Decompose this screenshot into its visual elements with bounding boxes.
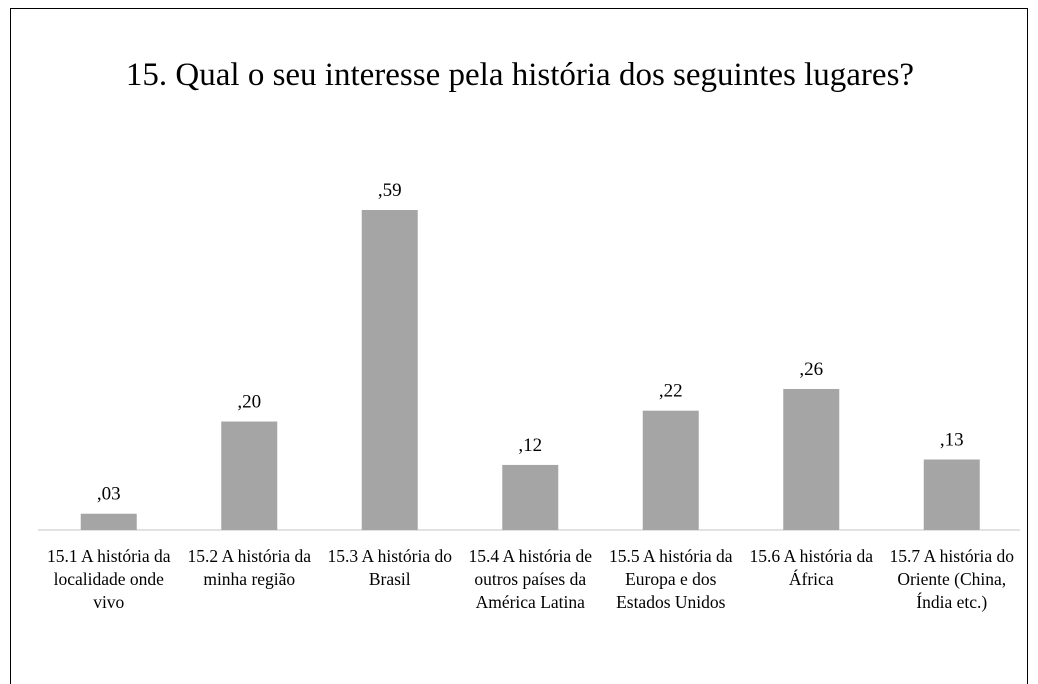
x-tick-label: 15.6 A história da África: [749, 546, 873, 589]
bar: [80, 513, 137, 530]
data-label: ,12: [518, 435, 542, 456]
data-label: ,13: [940, 429, 964, 450]
data-label: ,26: [799, 359, 823, 380]
bar: [361, 210, 418, 530]
data-label: ,59: [378, 180, 402, 201]
x-tick-label: 15.4 A história de outros países da Amér…: [468, 546, 592, 612]
bar: [221, 421, 278, 530]
x-tick-label: 15.3 A história do Brasil: [327, 546, 452, 589]
bar: [783, 388, 840, 530]
data-label: ,22: [659, 381, 683, 402]
x-tick-label: 15.2 A história da minha região: [187, 546, 311, 589]
chart-frame: [10, 8, 1028, 684]
bar: [923, 459, 980, 530]
x-tick-label: 15.7 A história do Oriente (China, Índia…: [889, 546, 1014, 612]
chart-title: 15. Qual o seu interesse pela história d…: [125, 57, 915, 93]
bar: [642, 410, 699, 530]
data-label: ,20: [237, 392, 261, 413]
data-label: ,03: [97, 484, 121, 505]
x-tick-label: 15.1 A história da localidade onde vivo: [47, 546, 171, 612]
bar: [502, 464, 559, 530]
x-tick-label: 15.5 A história da Europa e dos Estados …: [609, 546, 733, 612]
